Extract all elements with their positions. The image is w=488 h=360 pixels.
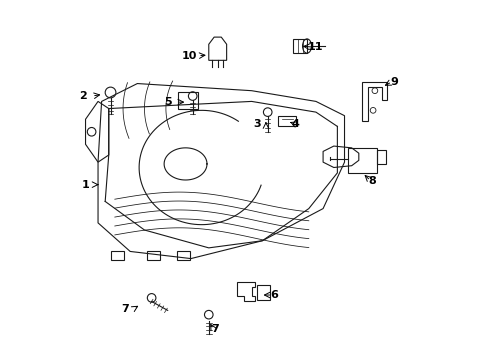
Bar	[147, 251, 160, 260]
Bar	[376, 150, 385, 164]
Text: 5: 5	[163, 97, 171, 107]
Text: 7: 7	[121, 303, 128, 314]
Bar	[177, 251, 190, 260]
Text: 2: 2	[79, 91, 87, 101]
Text: 3: 3	[253, 118, 260, 129]
Text: 6: 6	[270, 290, 278, 300]
Text: 1: 1	[81, 180, 89, 190]
Text: 8: 8	[368, 176, 375, 186]
Bar	[292, 39, 306, 53]
Text: 11: 11	[307, 42, 322, 52]
Bar	[178, 93, 198, 109]
Text: 10: 10	[181, 51, 196, 61]
Text: 4: 4	[291, 118, 299, 129]
Bar	[278, 116, 296, 126]
Bar	[111, 251, 124, 260]
Text: 7: 7	[211, 324, 219, 334]
Bar	[347, 148, 376, 173]
Text: 9: 9	[389, 77, 397, 87]
